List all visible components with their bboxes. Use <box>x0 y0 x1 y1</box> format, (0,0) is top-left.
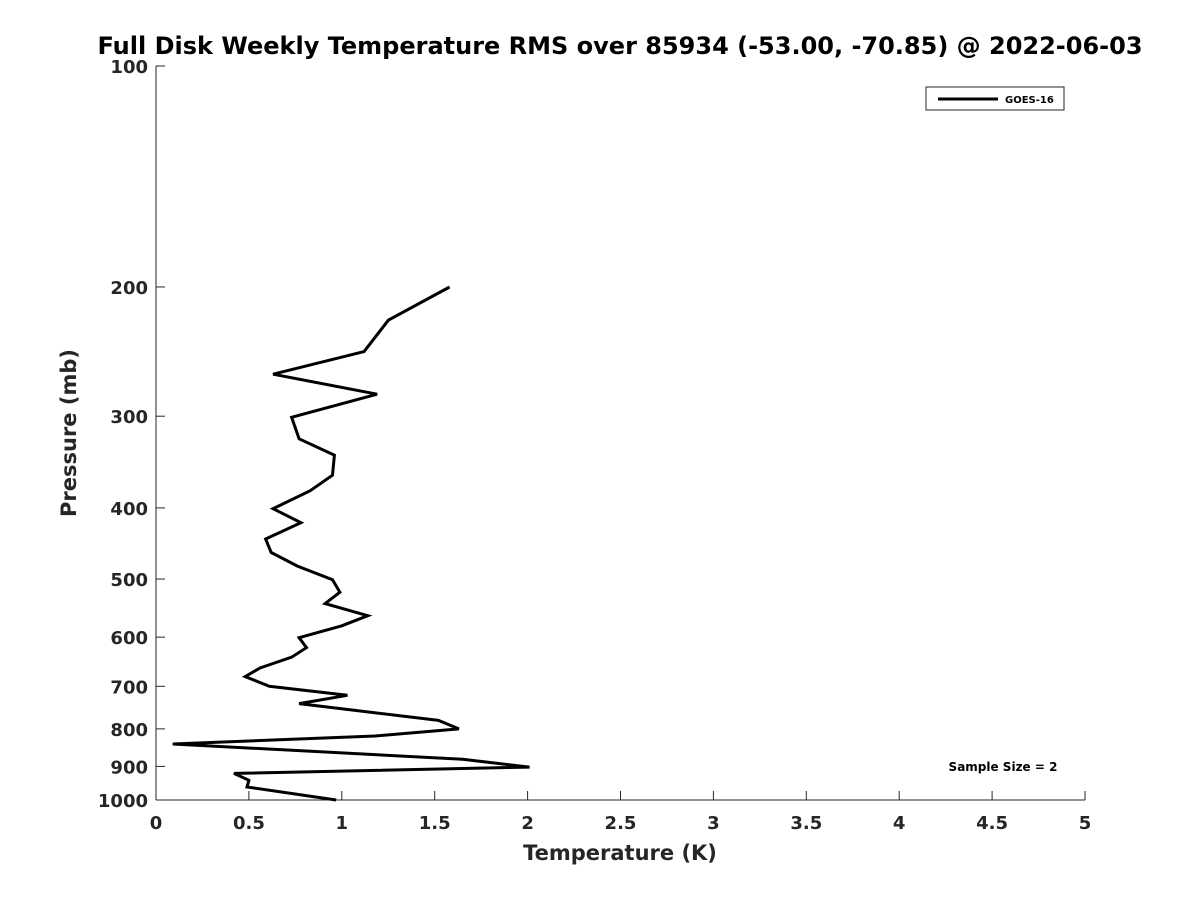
x-tick-label: 5 <box>1079 813 1092 834</box>
legend-entry-goes-16: GOES-16 <box>1005 95 1054 106</box>
y-tick-label: 700 <box>110 677 148 698</box>
y-tick-label: 500 <box>110 570 148 591</box>
y-tick-label: 600 <box>110 628 148 649</box>
y-axis-ticks: 100 200 300 400 500 600 700 800 900 1000 <box>98 57 165 812</box>
legend: GOES-16 <box>925 86 1065 111</box>
x-tick-label: 3.5 <box>790 813 822 834</box>
y-tick-label: 400 <box>110 499 148 520</box>
x-tick-label: 0.5 <box>233 813 265 834</box>
y-tick-label: 900 <box>110 757 148 778</box>
y-axis-label: Pressure (mb) <box>57 349 81 517</box>
x-axis-ticks: 0 0.5 1 1.5 2 2.5 3 3.5 4 4.5 5 <box>150 791 1092 834</box>
y-tick-label: 300 <box>110 407 148 428</box>
chart-title: Full Disk Weekly Temperature RMS over 85… <box>97 32 1142 60</box>
y-tick-label: 200 <box>110 278 148 299</box>
x-tick-label: 2.5 <box>605 813 637 834</box>
x-tick-label: 4 <box>893 813 906 834</box>
x-tick-label: 0 <box>150 813 163 834</box>
sample-size-annotation: Sample Size = 2 <box>949 760 1058 774</box>
y-tick-label: 1000 <box>98 791 148 812</box>
x-tick-label: 1.5 <box>419 813 451 834</box>
series-line-goes-16 <box>172 285 530 802</box>
x-tick-label: 2 <box>521 813 534 834</box>
y-tick-label: 100 <box>110 57 148 78</box>
x-tick-label: 3 <box>707 813 720 834</box>
series-layer <box>172 285 530 802</box>
x-tick-label: 4.5 <box>976 813 1008 834</box>
x-axis-label: Temperature (K) <box>523 841 717 865</box>
y-tick-label: 800 <box>110 720 148 741</box>
x-tick-label: 1 <box>336 813 349 834</box>
